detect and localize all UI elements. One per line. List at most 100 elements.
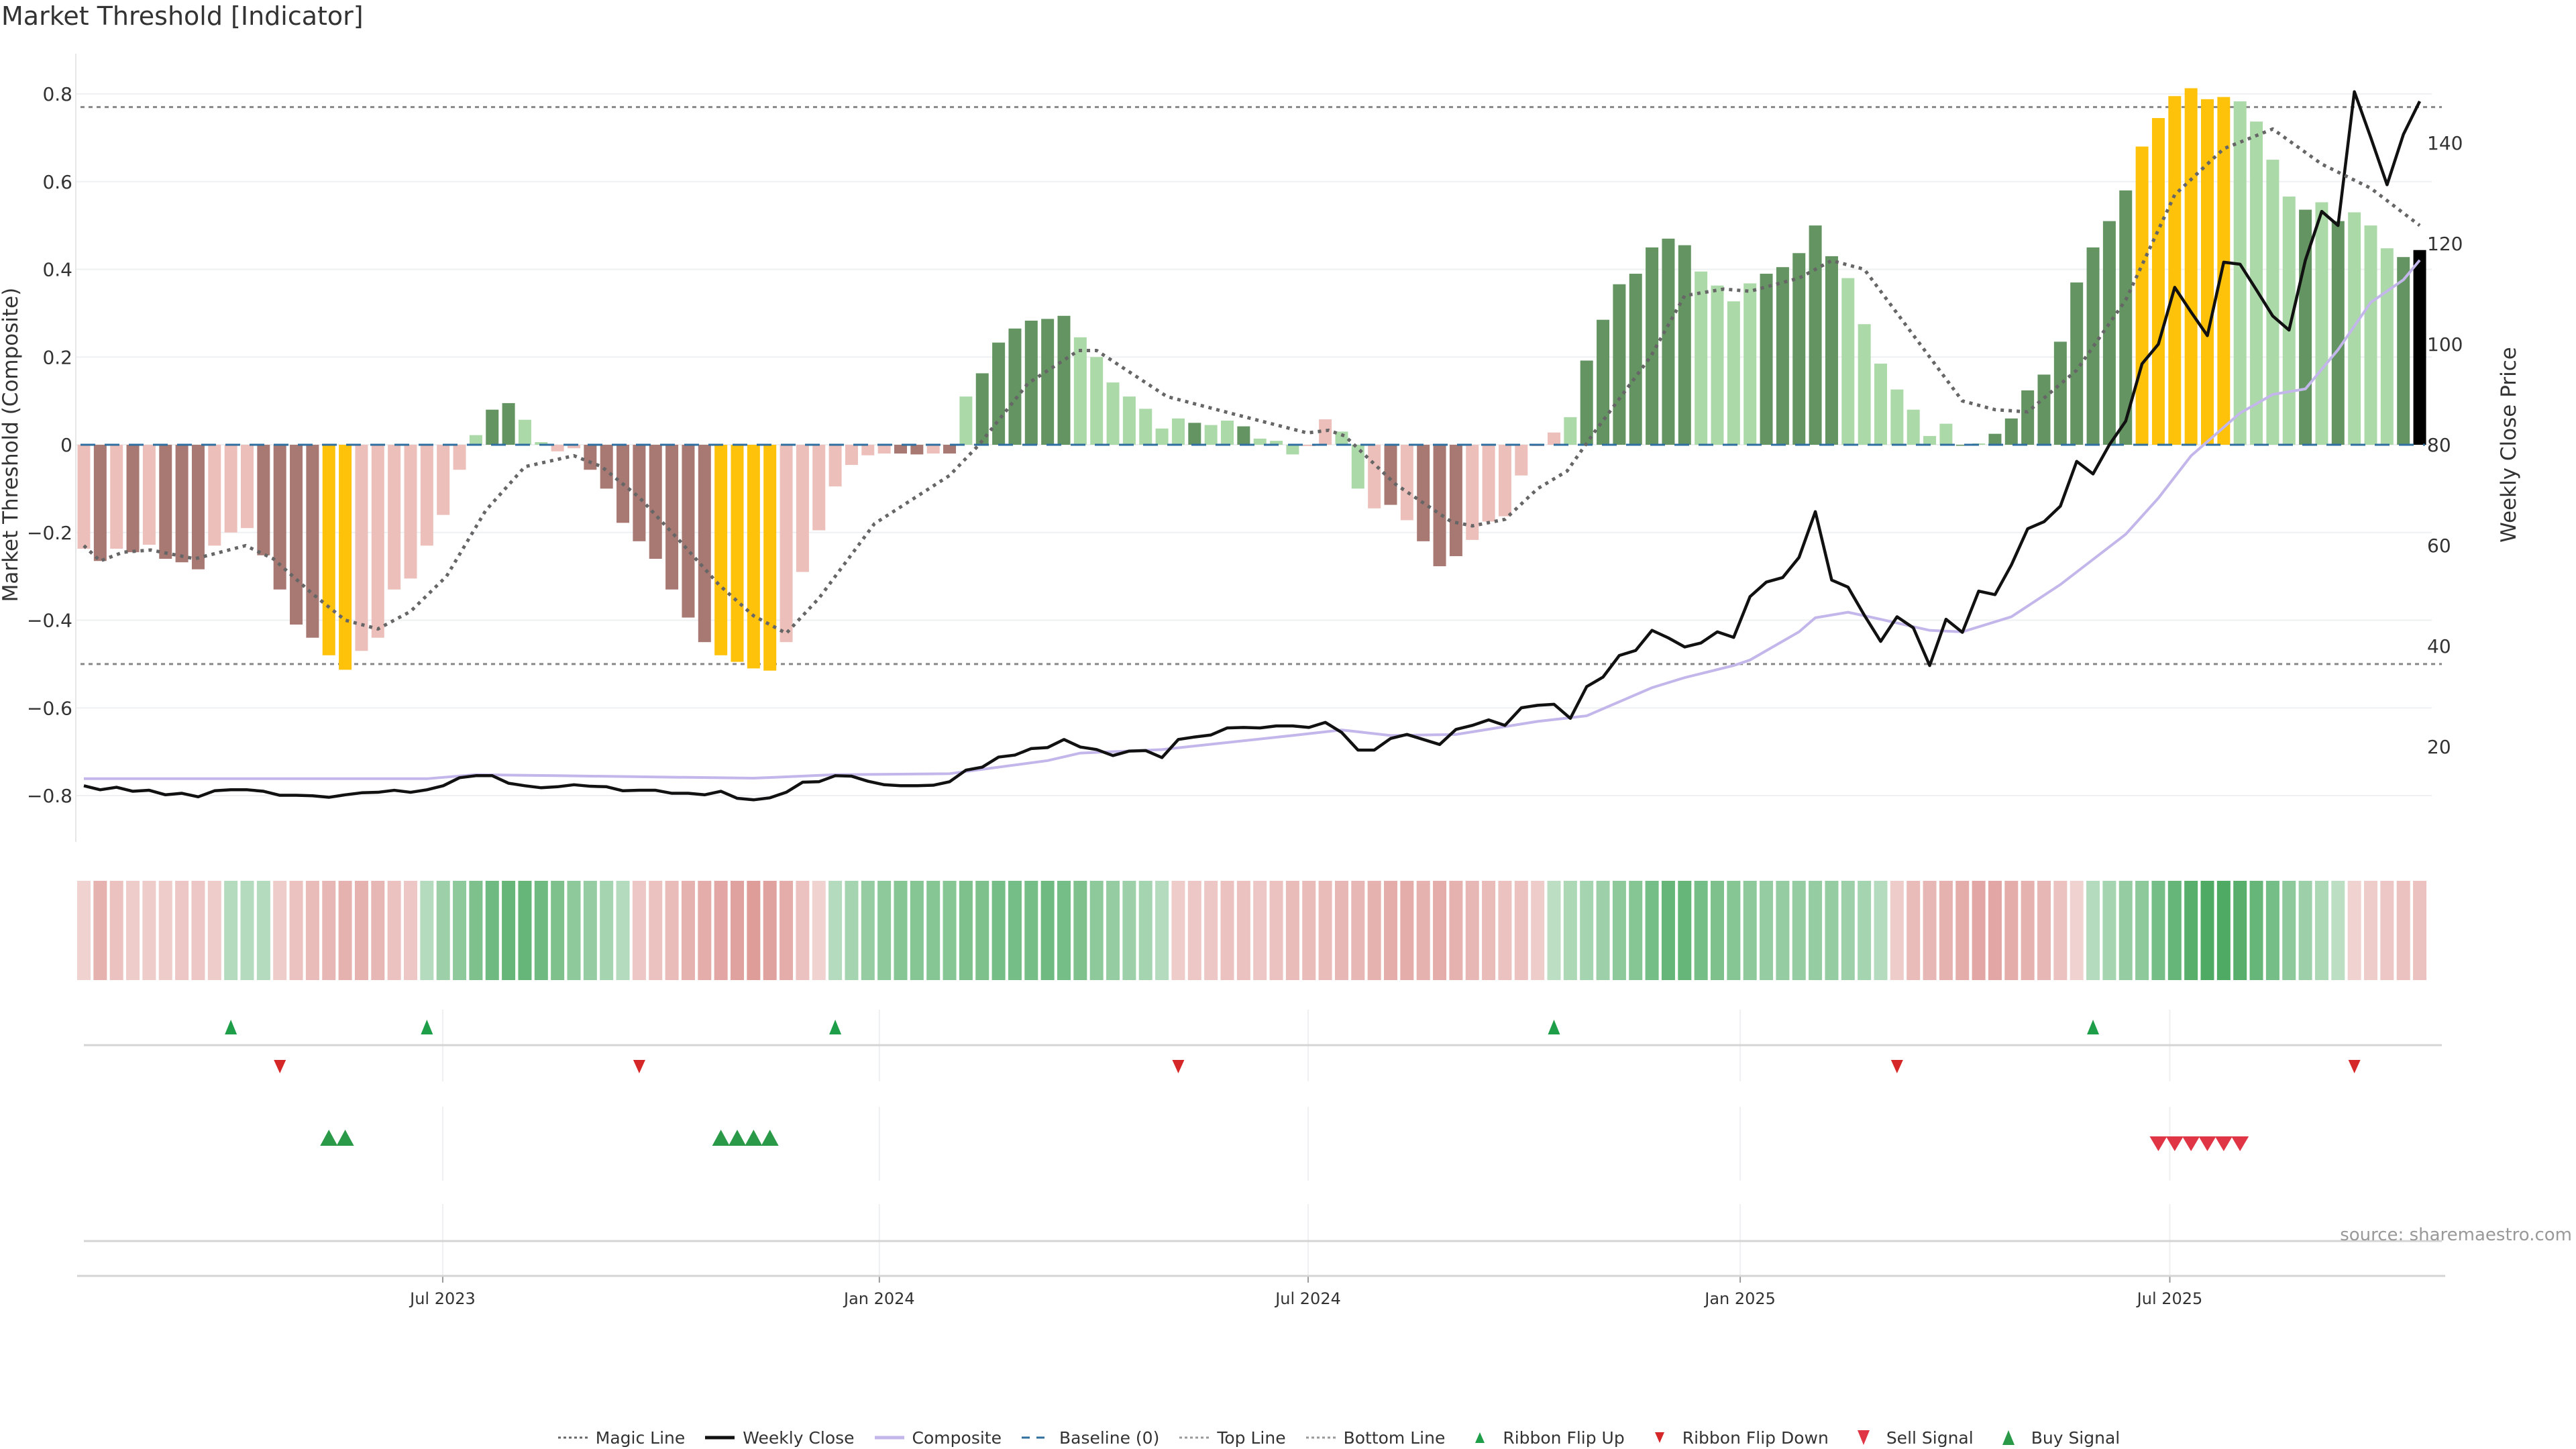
ribbon-cell [714, 881, 728, 980]
ribbon-cell [1155, 881, 1169, 980]
ribbon-cell [780, 881, 794, 980]
legend-swatch-icon [1305, 1436, 1336, 1439]
ribbon-cell [1547, 881, 1561, 980]
legend-item[interactable]: Top Line [1178, 1428, 1286, 1448]
y2-axis-title: Weekly Close Price [2497, 347, 2521, 543]
ribbon-cell [1743, 881, 1757, 980]
source-label: source: sharemaestro.com [2340, 1225, 2572, 1245]
composite-bar [763, 445, 777, 671]
composite-bar [2282, 196, 2296, 445]
ribbon-cell [1465, 881, 1479, 980]
weekly-close-line [83, 90, 2422, 802]
ribbon-cell [2314, 881, 2328, 980]
ribbon-cell [1024, 881, 1038, 980]
composite-bar [959, 396, 973, 445]
ribbon-cell [2102, 881, 2116, 980]
chart-title: Market Threshold [Indicator] [1, 1, 364, 31]
composite-bar [1809, 225, 1822, 445]
composite-bar [1515, 445, 1528, 476]
composite-bar [322, 445, 335, 655]
y-tick-label: 0.6 [42, 171, 72, 193]
ribbon-cell [207, 881, 221, 980]
ribbon-cell [1269, 881, 1283, 980]
sell-signal-marker [2149, 1136, 2167, 1151]
sell-signal-marker [2182, 1136, 2200, 1151]
composite-bar [1466, 445, 1479, 540]
legend-item[interactable]: Baseline (0) [1020, 1428, 1159, 1448]
legend-item[interactable]: Weekly Close [704, 1428, 855, 1448]
composite-bar [1955, 445, 1969, 446]
ribbon-flip-up-marker [421, 1020, 433, 1034]
composite-bar [1792, 253, 1806, 445]
ribbon-flip-down-marker [2348, 1060, 2361, 1073]
composite-bar [894, 445, 907, 454]
composite-bar [1597, 319, 1610, 445]
ribbon-cell [894, 881, 908, 980]
composite-bar [486, 409, 499, 445]
ribbon-cell [2037, 881, 2051, 980]
y-tick-label: −0.4 [27, 610, 72, 632]
composite-bar [1613, 284, 1626, 445]
ribbon-cell [322, 881, 336, 980]
ribbon-cell [2118, 881, 2133, 980]
ribbon-cell [2265, 881, 2279, 980]
buy-signal-marker [745, 1130, 763, 1146]
ribbon-flip-up-marker [225, 1020, 237, 1034]
composite-bar [1073, 337, 1087, 445]
composite-bar [191, 445, 205, 570]
composite-bar [339, 445, 352, 670]
composite-bar [1351, 445, 1364, 489]
composite-bar [780, 445, 793, 643]
composite-bar [224, 445, 237, 533]
legend-item[interactable]: Buy Signal [1992, 1428, 2120, 1448]
composite-bar [633, 445, 646, 541]
legend-item[interactable]: Ribbon Flip Down [1644, 1428, 1829, 1448]
composite-bar [2250, 121, 2263, 445]
ribbon-cell [731, 881, 744, 980]
composite-bar [1580, 360, 1593, 445]
composite-bar [649, 445, 662, 559]
composite-bar [1139, 409, 1152, 445]
y2-tick-label: 60 [2427, 535, 2451, 557]
ribbon-cell [1825, 881, 1839, 980]
legend-item[interactable]: Bottom Line [1305, 1428, 1445, 1448]
composite-line [84, 259, 2421, 780]
composite-bar [126, 445, 140, 553]
ribbon-cell [2135, 881, 2149, 980]
composite-bar [2364, 225, 2377, 445]
legend-item[interactable]: Composite [873, 1428, 1002, 1448]
composite-bar [1090, 357, 1104, 445]
composite-bar [877, 445, 891, 454]
ribbon-cell [1661, 881, 1675, 980]
composite-bar [306, 445, 319, 638]
buy-signal-marker [712, 1130, 730, 1146]
legend-item[interactable]: Magic Line [557, 1428, 685, 1448]
ribbon-cell [93, 881, 107, 980]
ribbon-cell [1334, 881, 1348, 980]
composite-bar [714, 445, 728, 655]
ribbon-cell [1612, 881, 1626, 980]
ribbon-cell [436, 881, 450, 980]
composite-bar [568, 445, 580, 449]
ribbon-cell [534, 881, 548, 980]
legend-label: Composite [912, 1428, 1002, 1448]
ribbon-cell [763, 881, 777, 980]
legend-item[interactable]: Ribbon Flip Up [1464, 1428, 1625, 1448]
composite-bar [1286, 445, 1299, 455]
x-tick-label: Jul 2024 [1274, 1289, 1341, 1308]
composite-bar [437, 445, 450, 515]
composite-bar [502, 402, 515, 445]
ribbon-cell [354, 881, 368, 980]
composite-bar [142, 445, 156, 545]
ribbon-cell [2167, 881, 2182, 980]
composite-bar [241, 445, 254, 529]
ribbon-cell [583, 881, 597, 980]
ribbon-cell [926, 881, 941, 980]
ribbon-cell [2413, 881, 2427, 980]
legend-item[interactable]: Sell Signal [1847, 1428, 1974, 1448]
composite-bar [1923, 435, 1937, 445]
ribbon-cell [616, 881, 630, 980]
composite-bar [1302, 445, 1316, 446]
composite-bar [1841, 278, 1855, 445]
sell-signal-marker [2165, 1136, 2184, 1151]
